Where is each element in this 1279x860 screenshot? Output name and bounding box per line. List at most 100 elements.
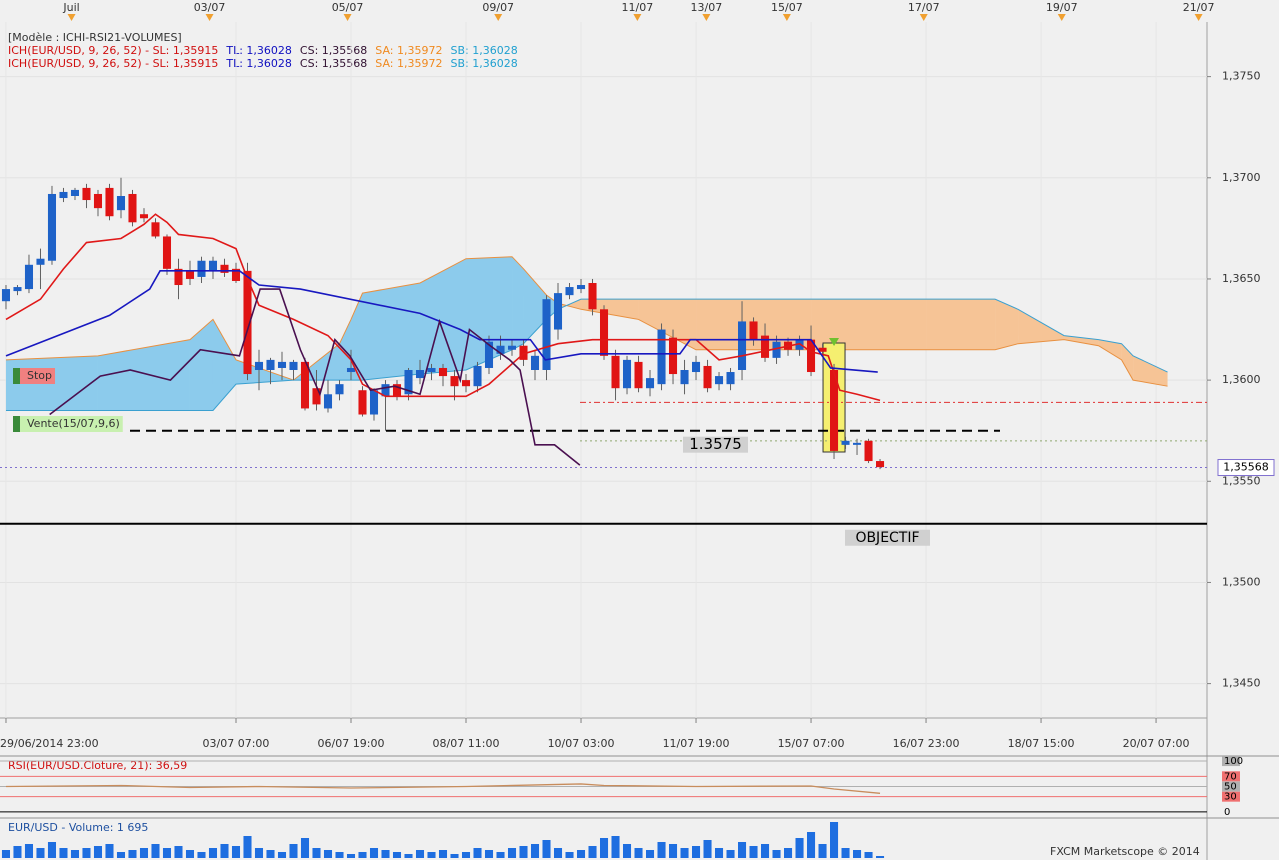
candle-body [300,361,310,409]
volume-bar [312,848,321,858]
top-date-marker [343,14,352,21]
candle-body [116,196,126,211]
top-date-label: 19/07 [1046,1,1078,14]
rsi-line [5,783,881,794]
cloud-fill [512,256,524,350]
volume-bar [576,850,586,858]
candle-body [565,287,574,296]
volume-bar [231,846,241,858]
volume-bar [496,852,505,858]
indicator-line [49,288,581,466]
candle-body [738,321,747,370]
legend-item: SA: 1,35972 [375,44,442,57]
order-flag [13,416,20,432]
volume-bar [243,836,252,858]
cloud-fill [1064,335,1099,346]
candle-body [507,345,517,350]
candle-body [231,268,241,281]
candle-body [197,260,206,277]
candle-body [105,187,114,217]
candle-body [346,367,356,373]
candle-body [807,339,816,373]
volume-bar [565,852,574,858]
volume-bar [507,848,517,858]
y-tick-label: 1,3750 [1222,70,1261,83]
model-label: [Modèle : ICHI-RSI21-VOLUMES] [8,31,182,44]
volume-bar [761,844,770,858]
candle-body [450,376,459,387]
x-tick-label: 06/07 19:00 [318,737,385,750]
volume-bar [853,850,862,858]
volume-bar [807,832,816,858]
top-date-marker [919,14,928,21]
volume-bar [392,852,402,858]
candle-body [680,370,689,385]
top-date-marker [1057,14,1066,21]
top-date-marker [702,14,711,21]
volume-bar [208,848,218,858]
volume-bar [691,846,701,858]
volume-bar [703,840,712,858]
volume-bar [599,838,609,858]
volume-bar [358,852,367,858]
candle-body [312,388,321,405]
volume-bar [427,852,436,858]
cloud-fill [420,258,467,375]
top-date-label: 05/07 [332,1,364,14]
candle-body [404,370,413,395]
volume-bar [162,848,172,858]
indicator-line [5,270,878,373]
volume-bar [174,846,183,858]
volume-bar [611,836,620,858]
volume-bar [47,842,57,858]
top-date-marker [1194,14,1203,21]
rsi-tick-box [1222,791,1240,802]
candle-body [691,361,701,373]
candle-body [266,359,275,370]
volume-bar [197,852,206,858]
x-tick-label: 20/07 07:00 [1123,737,1190,750]
candle-body [128,193,137,223]
cloud-fill [926,299,996,350]
volume-bar [266,850,275,858]
candle-body [461,380,471,387]
candle-body [657,329,666,385]
candle-body [335,384,344,395]
candle-body [47,193,57,261]
volume-bar [185,850,195,858]
top-date-label: 15/07 [771,1,803,14]
candle-body [243,270,252,375]
volume-bar [680,848,689,858]
indicator-line [5,213,881,402]
candle-body [415,370,425,379]
volume-bar [139,848,149,858]
volume-bar [82,848,91,858]
x-tick-label: 03/07 07:00 [203,737,270,750]
top-date-marker [494,14,503,21]
y-tick-label: 1,3650 [1222,272,1261,285]
candle-body [254,361,264,370]
cloud-fill [1133,355,1168,387]
x-tick-label: 18/07 15:00 [1008,737,1075,750]
top-date-label: Juil [62,1,79,14]
level-label: 1,35568 [1223,461,1269,474]
volume-bar [830,822,839,858]
volume-bar [59,848,68,858]
volume-bar [864,852,873,858]
candle-body [220,264,229,273]
volume-bar [519,846,528,858]
volume-bar [70,850,80,858]
y-tick-label: 1,3550 [1222,474,1261,487]
x-tick-label: 16/07 23:00 [893,737,960,750]
volume-bar [668,844,678,858]
candle-body [795,339,804,350]
x-tick-label: 11/07 19:00 [663,737,730,750]
volume-bar [381,850,390,858]
legend-row: ICH(EUR/USD, 9, 26, 52) - SL: 1,35915 TL:… [8,57,518,70]
volume-bar [473,848,482,858]
rsi-tick-box [1222,781,1240,792]
candle-body [93,193,103,209]
volume-bar [726,850,735,858]
